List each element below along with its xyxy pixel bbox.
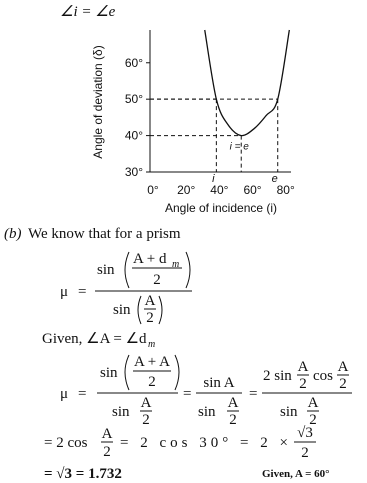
sub: m [172, 259, 179, 270]
marker-label: e [272, 173, 278, 185]
fn: sin [113, 302, 131, 318]
num: A [141, 395, 152, 411]
den: 2 [229, 412, 237, 428]
formula-1: μ = sin A + d m 2 sin A 2 [60, 251, 192, 326]
paren [124, 251, 130, 289]
y-tick-label: 60° [125, 56, 143, 70]
fn: sin [100, 365, 118, 381]
den: 2 [148, 374, 156, 390]
den: 2 [309, 412, 317, 428]
den: 2 [299, 376, 307, 392]
num: A [145, 293, 156, 309]
num: A [308, 395, 319, 411]
y-label: Angle of deviation (δ) [91, 45, 105, 158]
y-tick-label: 50° [125, 92, 143, 106]
den: 2 [153, 272, 161, 288]
y-tick-label: 40° [125, 129, 143, 143]
fn: sin [112, 404, 130, 420]
intro: We know that for a prism [28, 226, 181, 242]
den: 2 [142, 412, 150, 428]
marker-label: i [212, 173, 215, 185]
x-label: Angle of incidence (i) [165, 201, 277, 215]
paren [158, 295, 163, 325]
x-tick-label: 60° [243, 183, 261, 197]
num: A + A [134, 354, 170, 370]
paren [185, 251, 191, 289]
y-tick-label: 30° [125, 165, 143, 179]
eq: = [249, 386, 257, 402]
den: 2 [339, 376, 347, 392]
num: A [338, 359, 349, 375]
den: 2 [301, 445, 309, 461]
paren [124, 354, 130, 391]
mu: μ [60, 386, 68, 402]
x-tick-label: 20° [177, 183, 195, 197]
fn: sin [198, 404, 216, 420]
num: A + d [133, 251, 167, 267]
num: A [228, 395, 239, 411]
num: A [102, 426, 113, 442]
marker-label: i = e [230, 142, 250, 153]
num: √3 [297, 425, 313, 441]
fn: cos [313, 368, 333, 384]
line-3: = 2 cos A 2 = 2 cos 30° = 2 × √3 2 [44, 425, 316, 461]
num: 2 sin [263, 368, 292, 384]
paren [137, 295, 142, 325]
expr: = 2 cos [44, 435, 88, 451]
given: Given, ∠A = ∠d [42, 331, 147, 347]
x-tick-label: 0° [147, 183, 159, 197]
header: ∠i = ∠e [60, 4, 116, 20]
x-tick-label: 40° [210, 183, 228, 197]
expr: = 2 cos 30° = 2 × [120, 435, 288, 451]
fn: sin [97, 262, 115, 278]
note: Given, A = 60° [262, 468, 330, 480]
result: = √3 = 1.732 [44, 466, 122, 482]
eq: = [78, 386, 86, 402]
fn: sin [280, 404, 298, 420]
part-label: (b) [4, 226, 22, 242]
paren [174, 354, 180, 391]
deviation-curve [204, 29, 290, 137]
x-tick-label: 80° [277, 183, 295, 197]
formula-2: μ = sin A + A 2 sin A 2 = sin A sin A 2 … [60, 354, 352, 428]
eq: = [183, 386, 191, 402]
mu: μ [60, 284, 68, 300]
num: A [298, 359, 309, 375]
sub: m [148, 339, 155, 350]
den: 2 [146, 310, 154, 326]
eq: = [78, 284, 86, 300]
num: sin A [203, 375, 234, 391]
den: 2 [103, 444, 111, 460]
